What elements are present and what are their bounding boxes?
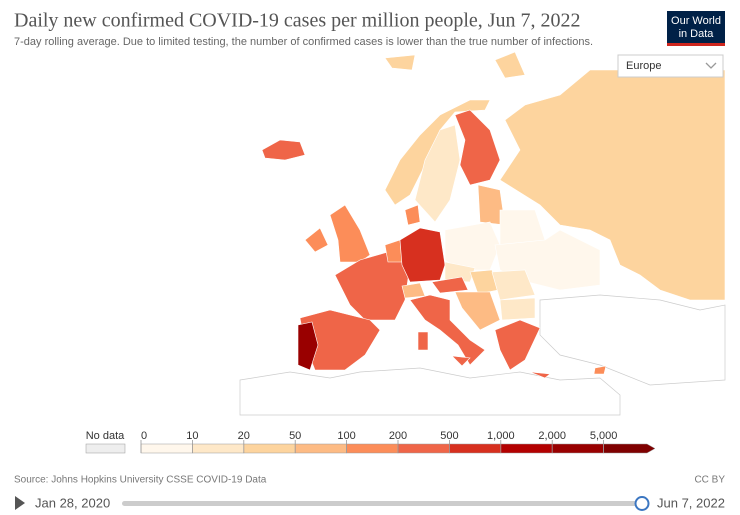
country[interactable]	[494, 319, 551, 379]
legend-swatch	[192, 443, 245, 454]
timeline: Jan 28, 2020 Jun 7, 2022	[15, 495, 725, 511]
logo[interactable]: Our World in Data	[667, 11, 725, 46]
country[interactable]	[499, 297, 536, 321]
country[interactable]	[329, 204, 371, 263]
africa-outline	[239, 367, 621, 416]
legend-swatch	[140, 443, 193, 454]
legend-tick-label: 100	[337, 430, 355, 442]
legend-tick-label: 1,000	[487, 430, 515, 442]
logo-underline	[667, 43, 725, 46]
legend-swatch	[551, 443, 604, 454]
country[interactable]	[297, 321, 319, 371]
legend-no-data-swatch	[85, 443, 126, 454]
country[interactable]	[491, 269, 536, 301]
logo-box	[667, 11, 725, 46]
license: CC BY	[694, 475, 725, 486]
dropdown-value: Europe	[626, 60, 661, 72]
dropdown-box	[617, 54, 724, 78]
legend-no-data-label: No data	[86, 430, 125, 442]
legend-swatch	[603, 443, 656, 454]
asia-outline	[539, 294, 726, 386]
dropdown-arrow	[705, 62, 717, 69]
legend-swatch	[243, 443, 296, 454]
timeline-start: Jan 28, 2020	[35, 495, 110, 510]
logo-text: in Data	[679, 28, 715, 40]
legend-tick-label: 10	[186, 430, 198, 442]
legend-swatch	[500, 443, 553, 454]
region-dropdown[interactable]: Europe	[617, 54, 724, 78]
legend-swatch	[294, 443, 347, 454]
country[interactable]	[444, 221, 501, 271]
country[interactable]	[431, 276, 469, 294]
country[interactable]	[409, 294, 486, 366]
country[interactable]	[414, 124, 461, 223]
title: Daily new confirmed COVID-19 cases per m…	[14, 10, 581, 32]
country[interactable]	[334, 249, 411, 321]
country[interactable]	[384, 51, 526, 79]
country[interactable]	[593, 365, 607, 375]
country[interactable]	[454, 291, 501, 331]
legend-tick-label: 20	[238, 430, 250, 442]
country[interactable]	[499, 209, 546, 246]
source: Source: Johns Hopkins University CSSE CO…	[14, 475, 267, 486]
country[interactable]	[499, 69, 726, 301]
country[interactable]	[417, 331, 471, 367]
legend-tick-label: 5,000	[590, 430, 618, 442]
legend-tick-label: 200	[389, 430, 407, 442]
country[interactable]	[404, 204, 421, 226]
legend: No data 0 10 20 50 100 200 500 1,000 2,000 5,000	[85, 430, 656, 454]
country[interactable]	[261, 139, 306, 161]
timeline-handle[interactable]	[634, 496, 650, 511]
legend-swatch	[449, 443, 502, 454]
legend-tick-label: 2,000	[538, 430, 566, 442]
country[interactable]	[444, 261, 476, 283]
country[interactable]	[384, 99, 491, 206]
timeline-track[interactable]	[122, 501, 642, 506]
legend-swatch	[397, 443, 450, 454]
legend-tick-label: 50	[289, 430, 301, 442]
map	[239, 51, 726, 416]
logo-text: Our World	[671, 15, 721, 27]
legend-tick-label: 500	[440, 430, 458, 442]
country[interactable]	[304, 227, 329, 253]
legend-tick-label: 0	[141, 430, 147, 442]
country[interactable]	[384, 239, 403, 263]
legend-swatch	[346, 443, 399, 454]
country[interactable]	[454, 109, 501, 186]
country[interactable]	[399, 227, 446, 283]
subtitle: 7-day rolling average. Due to limited te…	[14, 36, 593, 48]
country[interactable]	[401, 282, 426, 299]
timeline-end: Jun 7, 2022	[657, 495, 725, 510]
play-button[interactable]	[15, 496, 25, 510]
